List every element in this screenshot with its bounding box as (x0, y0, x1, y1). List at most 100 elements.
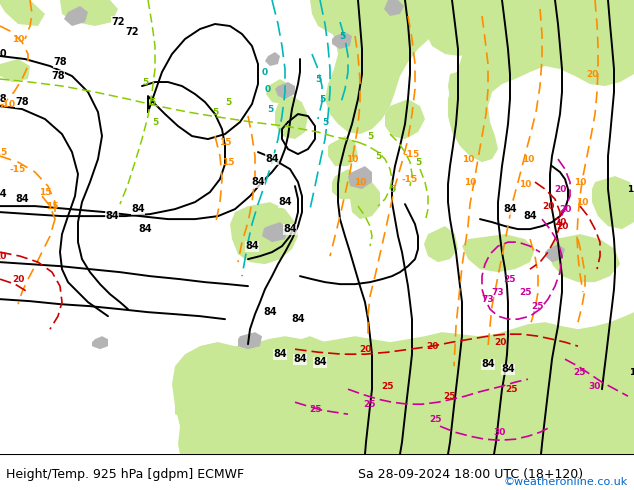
Text: 73: 73 (492, 288, 504, 296)
Text: 20: 20 (586, 70, 598, 78)
Text: -15: -15 (10, 165, 26, 173)
Polygon shape (550, 234, 620, 282)
Text: 10: 10 (354, 177, 366, 187)
Text: 20: 20 (554, 218, 566, 226)
Text: Sa 28-09-2024 18:00 UTC (18+120): Sa 28-09-2024 18:00 UTC (18+120) (358, 468, 583, 481)
Text: 10: 10 (346, 154, 358, 164)
Text: 15: 15 (46, 201, 58, 211)
Text: 5: 5 (267, 104, 273, 114)
Text: 5: 5 (142, 77, 148, 87)
Text: 84: 84 (0, 189, 7, 199)
Text: 1: 1 (629, 368, 634, 377)
Text: 25: 25 (504, 274, 516, 284)
Polygon shape (448, 69, 488, 112)
Text: -15: -15 (0, 147, 8, 157)
Text: 10: 10 (522, 154, 534, 164)
Text: 20: 20 (359, 344, 371, 354)
Text: 20: 20 (556, 221, 568, 231)
Text: 78: 78 (0, 94, 7, 104)
Polygon shape (384, 0, 404, 16)
Text: 84: 84 (131, 204, 145, 214)
Text: 5: 5 (339, 31, 345, 41)
Text: 25: 25 (519, 288, 531, 296)
Text: 84: 84 (523, 211, 537, 221)
Text: 84: 84 (263, 307, 277, 317)
Text: 10: 10 (576, 197, 588, 207)
Text: 5: 5 (375, 151, 381, 161)
Text: 5: 5 (212, 108, 218, 117)
Polygon shape (0, 59, 30, 82)
Text: 84: 84 (291, 314, 305, 324)
Text: 78: 78 (15, 97, 29, 107)
Text: 25: 25 (382, 382, 394, 391)
Text: 30: 30 (494, 428, 506, 437)
Text: 20: 20 (554, 185, 566, 194)
Polygon shape (92, 336, 108, 349)
Polygon shape (230, 202, 298, 264)
Polygon shape (420, 0, 498, 56)
Text: 84: 84 (138, 224, 152, 234)
Polygon shape (285, 336, 330, 374)
Polygon shape (320, 0, 440, 134)
Text: 78: 78 (53, 57, 67, 67)
Polygon shape (545, 244, 565, 262)
Text: 84: 84 (251, 177, 265, 187)
Text: 15: 15 (219, 138, 231, 147)
Text: 25: 25 (429, 415, 441, 424)
Text: 84: 84 (503, 204, 517, 214)
Polygon shape (332, 32, 352, 49)
Text: 25: 25 (506, 385, 518, 393)
Text: 10: 10 (464, 177, 476, 187)
Text: 84: 84 (273, 349, 287, 359)
Text: 20: 20 (542, 201, 554, 211)
Polygon shape (348, 166, 372, 189)
Polygon shape (275, 96, 308, 139)
Text: 84: 84 (278, 197, 292, 207)
Text: 5: 5 (322, 118, 328, 126)
Text: 84: 84 (15, 194, 29, 204)
Text: 80: 80 (0, 49, 7, 59)
Text: 1: 1 (627, 185, 633, 194)
Text: 15: 15 (39, 188, 51, 196)
Polygon shape (444, 0, 634, 162)
Text: 84: 84 (293, 354, 307, 364)
Text: -10: -10 (0, 99, 16, 109)
Polygon shape (385, 99, 425, 139)
Polygon shape (265, 52, 280, 66)
Text: 5: 5 (225, 98, 231, 106)
Polygon shape (262, 222, 288, 242)
Text: 84: 84 (313, 357, 327, 367)
Text: -15: -15 (402, 174, 418, 184)
Text: 20: 20 (0, 252, 6, 261)
Polygon shape (266, 79, 290, 104)
Text: 0: 0 (265, 85, 271, 94)
Text: 84: 84 (105, 211, 119, 221)
Text: 73: 73 (482, 294, 495, 304)
Polygon shape (332, 169, 360, 199)
Polygon shape (310, 0, 360, 34)
Text: 10: 10 (519, 180, 531, 189)
Polygon shape (275, 82, 295, 99)
Polygon shape (462, 234, 535, 272)
Polygon shape (192, 342, 232, 376)
Polygon shape (175, 402, 195, 418)
Polygon shape (592, 176, 634, 229)
Text: 5: 5 (415, 158, 421, 167)
Polygon shape (240, 342, 278, 376)
Text: 84: 84 (501, 364, 515, 374)
Text: 25: 25 (574, 368, 586, 377)
Text: 84: 84 (283, 224, 297, 234)
Text: 15: 15 (222, 158, 234, 167)
Text: ©weatheronline.co.uk: ©weatheronline.co.uk (503, 477, 628, 487)
Text: 20: 20 (494, 338, 506, 346)
Text: 72: 72 (126, 27, 139, 37)
Polygon shape (60, 0, 118, 26)
Polygon shape (64, 6, 88, 26)
Text: 30: 30 (589, 382, 601, 391)
Text: 5: 5 (152, 118, 158, 126)
Polygon shape (172, 312, 634, 454)
Text: 78: 78 (51, 71, 65, 81)
Text: 5: 5 (389, 185, 395, 194)
Text: -15: -15 (404, 149, 420, 159)
Text: 5: 5 (319, 95, 325, 103)
